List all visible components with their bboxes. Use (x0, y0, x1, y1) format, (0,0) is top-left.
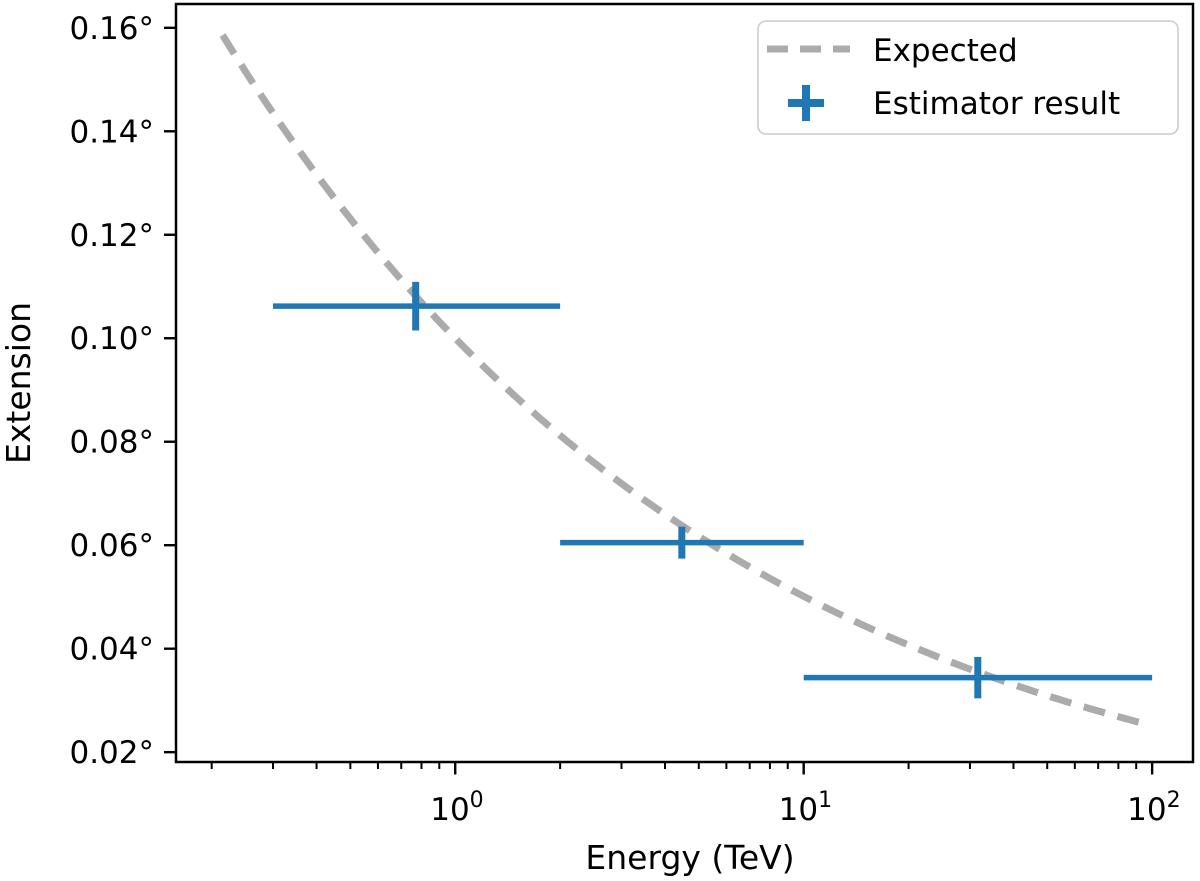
y-tick-label: 0.16° (69, 11, 154, 47)
estimator-point-1 (273, 281, 561, 331)
estimator-point-3 (803, 656, 1153, 699)
y-tick-label: 0.04° (69, 632, 154, 668)
y-tick-label: 0.14° (69, 114, 154, 150)
x-tick-exponent: 0 (470, 788, 484, 813)
y-axis-label: Extension (0, 302, 38, 464)
axis-ticks-layer: 100 101 1020.02°0.04°0.06°0.08°0.10°0.12°0… (69, 11, 1180, 828)
y-tick-label: 0.08° (69, 425, 154, 461)
x-axis-label: Energy (TeV) (585, 838, 794, 877)
plot-area-frame (174, 2, 1195, 764)
y-tick-label: 0.06° (69, 528, 154, 564)
x-tick-label: 102 (1127, 788, 1180, 828)
y-tick-label: 0.02° (69, 735, 154, 771)
legend-plus-marker-sample (788, 85, 824, 121)
x-tick-exponent: 2 (1167, 788, 1181, 813)
y-tick-label: 0.12° (69, 218, 154, 254)
legend-label-expected: Expected (873, 33, 1018, 69)
expected-curve-layer (219, 33, 1149, 728)
legend-label-estimator: Estimator result (873, 86, 1120, 122)
estimator-points-layer (273, 281, 1153, 699)
x-tick-label: 101 (779, 788, 832, 828)
y-tick-label: 0.10° (69, 321, 154, 357)
estimator-point-2 (560, 526, 804, 559)
legend-box (757, 20, 1179, 135)
expected-curve (219, 33, 1149, 728)
x-tick-label: 100 (430, 788, 483, 828)
legend: Expected Estimator result (757, 20, 1179, 135)
x-tick-exponent: 1 (818, 788, 832, 813)
